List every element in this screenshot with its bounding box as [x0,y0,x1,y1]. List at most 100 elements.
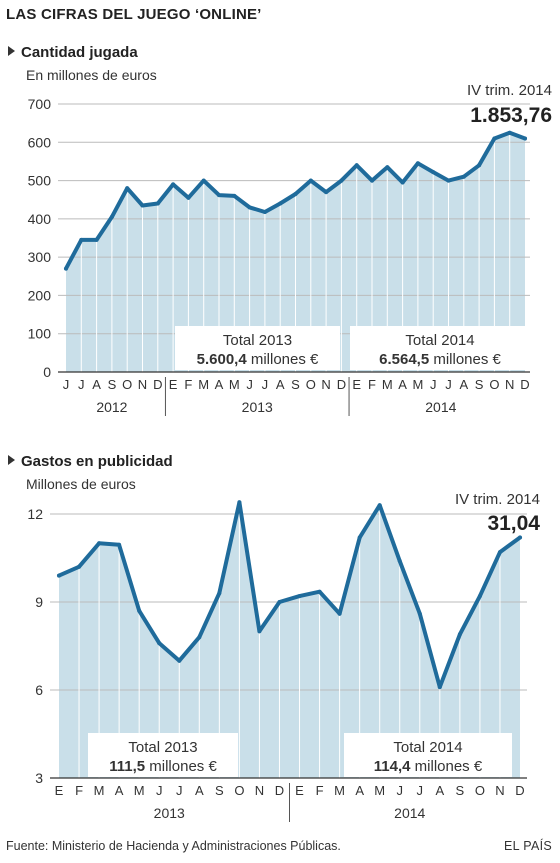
x-tick-label: D [515,783,524,798]
brand-logo-text: EL PAÍS [504,839,552,853]
x-tick-label: M [334,783,345,798]
series-line [57,500,522,690]
area-fill [59,502,520,778]
data-point [461,174,466,179]
data-point [297,594,302,599]
source-note: Fuente: Ministerio de Hacienda y Adminis… [6,839,341,853]
x-tick-label: N [321,377,330,392]
x-tick-label: E [352,377,361,392]
y-tick-label: 3 [35,770,43,786]
x-tick-label: A [435,783,444,798]
chart1-title: Cantidad jugada [21,44,138,61]
data-point [293,192,298,196]
data-point [518,535,522,540]
total-value: 6.564,5 millones € [379,351,501,368]
total-box [350,326,530,370]
x-tick-label: M [412,377,423,392]
y-tick-label: 600 [28,134,52,150]
data-point [277,600,282,604]
data-point [217,193,221,198]
x-tick-label: D [153,377,162,392]
data-point [262,210,267,214]
year-label: 2012 [96,399,127,415]
data-point [477,594,482,599]
data-point [523,136,527,141]
last-period-label: IV trim. 2014 [467,82,552,99]
data-point [370,178,374,183]
x-tick-label: D [275,783,284,798]
triangle-bullet-icon [8,46,15,56]
x-tick-label: A [276,377,285,392]
total-label: Total 2014 [393,739,462,756]
x-tick-label: J [445,377,452,392]
x-tick-label: N [495,783,504,798]
y-tick-label: 6 [35,682,43,698]
data-point [77,564,81,569]
triangle-bullet-icon [8,455,15,465]
data-point [308,178,313,183]
total-value: 114,4 millones € [374,758,483,775]
data-point [397,558,402,563]
x-tick-label: S [475,377,484,392]
x-tick-label: E [55,783,64,798]
x-tick-label: A [195,783,204,798]
data-point [431,170,436,175]
chart2-title: Gastos en publicidad [21,453,173,470]
y-tick-label: 700 [28,96,52,112]
data-point [324,190,329,195]
data-point [437,685,442,690]
x-tick-label: M [198,377,209,392]
data-point [247,205,252,210]
data-point [337,611,342,616]
x-tick-label: J [63,377,70,392]
x-tick-label: F [184,377,192,392]
x-tick-label: S [456,783,465,798]
y-tick-label: 100 [28,326,52,342]
data-point [137,608,142,613]
y-tick-label: 200 [28,287,52,303]
x-tick-label: E [169,377,178,392]
x-tick-label: D [520,377,529,392]
data-point [140,203,145,208]
data-point [278,201,283,206]
x-tick-label: A [92,377,101,392]
data-point [171,182,176,187]
x-tick-label: J [430,377,437,392]
total-box [175,326,340,370]
data-point [417,611,422,616]
chart2-subtitle: Millones de euros [26,476,136,492]
x-tick-label: O [306,377,316,392]
data-point [237,500,242,505]
year-label: 2014 [394,805,425,821]
data-point [79,237,84,242]
chart1-subtitle: En millones de euros [26,67,157,83]
data-point [64,266,68,271]
data-point [354,163,359,168]
year-label: 2013 [242,399,273,415]
x-tick-label: J [396,783,403,798]
data-point [197,635,202,640]
total-label: Total 2014 [405,332,474,349]
x-tick-label: M [229,377,240,392]
x-tick-label: O [122,377,132,392]
total-value: 111,5 millones € [109,758,217,775]
data-point [109,214,114,219]
data-point [415,161,420,166]
x-tick-label: F [75,783,83,798]
data-point [507,130,512,135]
x-tick-label: N [505,377,514,392]
y-tick-label: 400 [28,211,52,227]
page-title: LAS CIFRAS DEL JUEGO ‘ONLINE’ [6,6,262,23]
x-tick-label: F [316,783,324,798]
data-point [492,136,497,141]
data-point [357,535,362,540]
x-tick-label: S [291,377,300,392]
data-point [257,629,262,634]
last-period-label: IV trim. 2014 [455,491,540,508]
data-point [186,195,191,200]
x-tick-label: M [94,783,105,798]
x-tick-label: M [374,783,385,798]
x-tick-label: A [215,377,224,392]
